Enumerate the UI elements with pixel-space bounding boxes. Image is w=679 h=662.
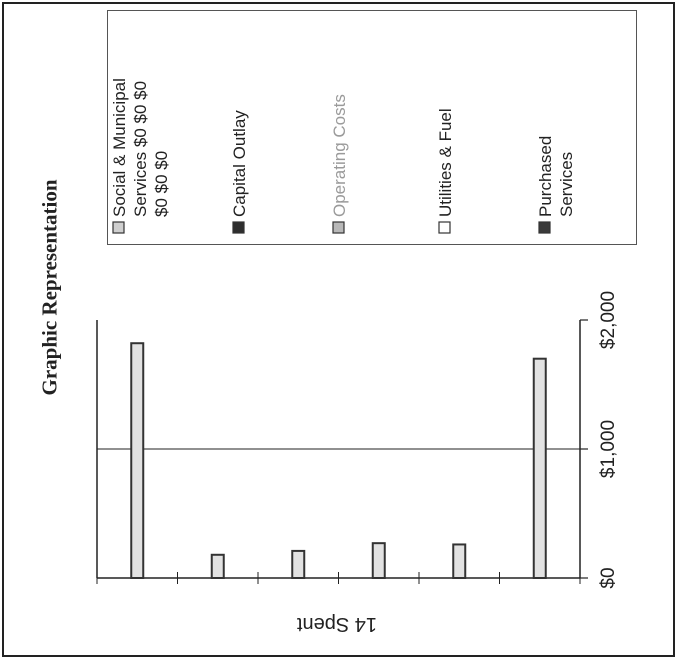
legend-label: Services $0 $0 $0 (131, 81, 150, 217)
legend-item: Operating Costs (330, 94, 349, 234)
legend-label: Purchased (536, 136, 555, 217)
chart-legend: Social & Municipal Services $0 $0 $0 $0 $0… (107, 10, 637, 245)
legend-label: Utilities & Fuel (436, 108, 455, 217)
bar (371, 542, 386, 579)
legend-label: Operating Costs (330, 94, 349, 217)
legend-label: Social & Municipal (110, 78, 129, 217)
bar (532, 357, 547, 580)
legend-item: Utilities & Fuel (436, 108, 455, 234)
legend-swatch (332, 221, 345, 234)
legend-item: Purchased Services (536, 136, 576, 234)
legend-svg: Social & Municipal Services $0 $0 $0 $0 $0… (110, 78, 576, 234)
legend-item: Capital Outlay (230, 110, 249, 234)
bar (291, 549, 306, 579)
legend-swatch (112, 221, 125, 234)
legend-swatch (438, 221, 451, 234)
value-tick-label: $0 (598, 567, 619, 588)
value-tick-label: $1,000 (598, 420, 619, 478)
legend-label: $0 $0 $0 (152, 151, 171, 217)
legend-label: Services (557, 152, 576, 217)
bar (210, 553, 225, 580)
legend-swatch (538, 221, 551, 234)
bar (452, 543, 467, 580)
bar (130, 342, 145, 579)
legend-label: Capital Outlay (230, 110, 249, 217)
legend-item: Social & Municipal Services $0 $0 $0 $0 $0… (110, 78, 171, 234)
legend-swatch (232, 221, 245, 234)
value-tick-label: $2,000 (598, 291, 619, 349)
axis-label: 14 Spent (297, 613, 378, 635)
